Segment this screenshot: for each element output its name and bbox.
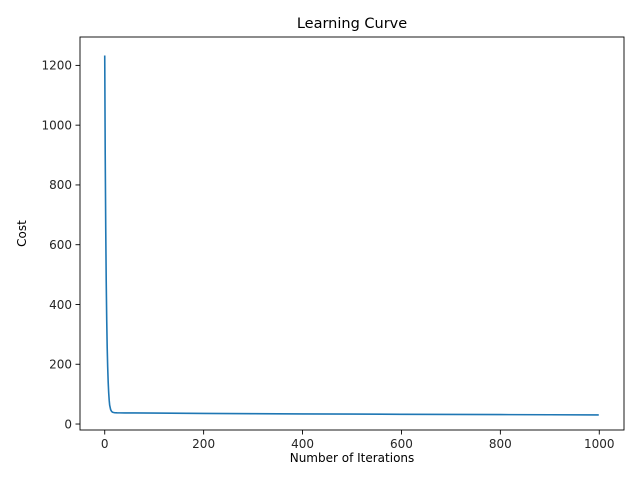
x-axis-label: Number of Iterations [290, 451, 415, 465]
y-tick-label: 800 [49, 178, 72, 192]
chart-title: Learning Curve [297, 16, 407, 32]
series-line-0 [103, 55, 599, 416]
x-tick-label: 200 [192, 437, 215, 451]
axes-frame [79, 36, 625, 431]
x-tick-label: 800 [489, 437, 512, 451]
x-axis-ticks: 0 200 400 600 800 1000 [101, 430, 615, 451]
x-tick-label: 400 [291, 437, 314, 451]
y-tick-label: 1000 [41, 118, 72, 132]
series-layer [103, 55, 599, 416]
y-axis-ticks: 0 200 400 600 800 1000 1200 [41, 59, 80, 431]
x-tick-label: 1000 [584, 437, 615, 451]
y-tick-label: 600 [49, 238, 72, 252]
y-axis-label: Cost [15, 220, 29, 247]
x-tick-label: 600 [390, 437, 413, 451]
y-tick-label: 1200 [41, 59, 72, 73]
y-tick-label: 400 [49, 298, 72, 312]
y-tick-label: 0 [64, 417, 72, 431]
y-tick-label: 200 [49, 358, 72, 372]
plot-area [79, 36, 625, 431]
x-tick-label: 0 [101, 437, 109, 451]
